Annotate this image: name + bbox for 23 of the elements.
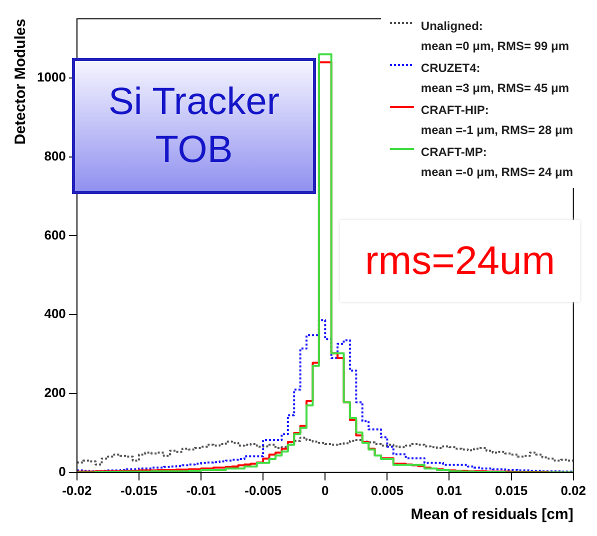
x-tick-label: -0.015	[120, 482, 158, 498]
x-tick-label: 0.01	[436, 482, 462, 498]
y-axis-title: Detector Modules	[12, 18, 30, 145]
x-tick-label: -0.005	[244, 482, 282, 498]
y-tick-label: 1000	[37, 70, 66, 85]
annotation: rms=24um	[340, 220, 580, 302]
legend-label: CRAFT-MP: mean =-0 μm, RMS= 24 μm	[420, 144, 573, 181]
y-tick-label: 800	[44, 148, 66, 164]
x-tick-label: 0	[322, 482, 329, 498]
y-tick-label: 0	[58, 464, 66, 479]
annotation: Si Tracker TOB	[72, 58, 316, 194]
x-tick-label: 0.005	[370, 482, 404, 498]
x-tick-label: -0.01	[186, 482, 216, 498]
x-tick-label: 0.015	[495, 482, 528, 498]
x-tick-label: 0.02	[560, 482, 586, 498]
x-tick-label: -0.02	[62, 482, 92, 498]
legend-label: Unaligned: mean =0 μm, RMS= 99 μm	[420, 18, 569, 55]
x-axis-title: Mean of residuals [cm]	[410, 506, 574, 524]
y-tick-label: 600	[44, 227, 66, 242]
legend-label: CRUZET4: mean =3 μm, RMS= 45 μm	[420, 60, 569, 97]
legend-label: CRAFT-HIP: mean =-1 μm, RMS= 28 μm	[420, 102, 573, 139]
y-tick-label: 200	[44, 385, 66, 400]
y-tick-label: 400	[44, 306, 66, 322]
